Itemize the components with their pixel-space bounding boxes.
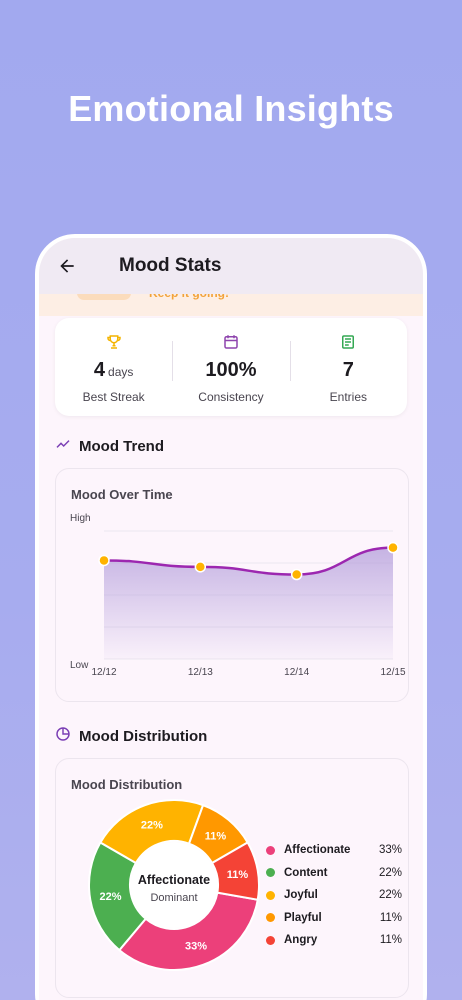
pie-chart-icon bbox=[55, 726, 71, 747]
mood-distribution-chart: 33% 22% 22% 11% 11% Affectionate Dominant bbox=[88, 799, 260, 971]
page-title: Mood Stats bbox=[119, 255, 222, 276]
stat-best-streak: 4 days Best Streak bbox=[55, 331, 172, 404]
legend-name: Angry bbox=[284, 934, 318, 947]
pie-slice-label: 22% bbox=[99, 891, 121, 903]
mood-trend-card: Mood Over Time 12/12 12/13 12/14 12/15 High L… bbox=[55, 468, 409, 702]
trophy-icon bbox=[55, 331, 172, 353]
legend-name: Content bbox=[284, 866, 328, 879]
trend-area bbox=[104, 547, 393, 659]
legend-pct: 22% bbox=[378, 889, 402, 902]
trend-section-header: Mood Trend bbox=[55, 436, 164, 457]
legend-pct: 22% bbox=[378, 866, 402, 879]
stat-label: Entries bbox=[329, 389, 367, 404]
x-tick-label: 12/15 bbox=[380, 667, 405, 678]
legend-pct: 33% bbox=[378, 844, 402, 857]
stat-entries: 7 Entries bbox=[289, 331, 407, 404]
stat-consistency: 100% Consistency bbox=[172, 331, 289, 404]
section-title: Mood Distribution bbox=[79, 728, 208, 745]
pie-slice-label: 11% bbox=[205, 831, 227, 843]
section-title: Mood Trend bbox=[79, 438, 164, 455]
mood-trend-chart: 12/12 12/13 12/14 12/15 High Low bbox=[70, 513, 406, 678]
legend-item: Content 22% bbox=[266, 862, 402, 885]
stat-value: 4 bbox=[93, 358, 106, 381]
legend-item: Affectionate 33% bbox=[266, 839, 402, 862]
pie-slice-label: 33% bbox=[185, 941, 207, 953]
legend-dot bbox=[266, 890, 275, 900]
legend-item: Playful 11% bbox=[266, 907, 402, 930]
trend-point bbox=[290, 568, 303, 581]
stat-label: Consistency bbox=[198, 389, 264, 404]
stat-value: 100% bbox=[205, 358, 257, 381]
y-tick-label-high: High bbox=[70, 513, 91, 524]
trend-point bbox=[387, 541, 399, 554]
stat-unit: days bbox=[108, 364, 134, 379]
calendar-icon bbox=[172, 331, 289, 353]
x-tick-label: 12/12 bbox=[91, 667, 116, 678]
trend-point bbox=[98, 554, 110, 567]
legend-name: Playful bbox=[284, 911, 322, 924]
legend-pct: 11% bbox=[379, 934, 402, 947]
pie-slice-label: 22% bbox=[141, 819, 163, 831]
pie-slice-label: 11% bbox=[227, 869, 249, 881]
x-tick-label: 12/14 bbox=[284, 667, 309, 678]
mood-distribution-card: Mood Distribution 33% 22% 22% 11% 11% Affecti… bbox=[55, 758, 409, 998]
donut-hole bbox=[131, 842, 217, 928]
y-tick-label-low: Low bbox=[70, 660, 89, 671]
stat-label: Best Streak bbox=[82, 389, 145, 404]
legend-name: Affectionate bbox=[284, 844, 351, 857]
app-bar: Mood Stats bbox=[39, 238, 423, 294]
back-arrow-icon[interactable] bbox=[53, 252, 81, 280]
donut-center-label: Affectionate bbox=[138, 873, 210, 887]
trending-up-icon bbox=[55, 436, 71, 457]
legend-name: Joyful bbox=[284, 889, 318, 902]
trend-line bbox=[103, 546, 394, 576]
trend-point bbox=[194, 561, 207, 573]
distribution-section-header: Mood Distribution bbox=[55, 726, 207, 747]
donut-center-sublabel: Dominant bbox=[150, 892, 197, 904]
legend-dot bbox=[266, 845, 275, 855]
legend-dot bbox=[266, 935, 275, 945]
legend-dot bbox=[266, 913, 275, 923]
legend-item: Joyful 22% bbox=[266, 884, 402, 907]
stats-card: 4 days Best Streak 100% Consistency 7 Ent… bbox=[55, 318, 407, 416]
pie-slice-angry bbox=[210, 841, 260, 901]
mood-legend: Affectionate 33% Content 22% Joyful 22% Pla… bbox=[266, 839, 402, 952]
legend-pct: 11% bbox=[379, 911, 402, 924]
stat-value: 7 bbox=[342, 358, 354, 381]
legend-item: Angry 11% bbox=[266, 929, 402, 952]
pie-slice-affectionate bbox=[117, 891, 259, 971]
list-icon bbox=[290, 331, 407, 353]
card-title: Mood Over Time bbox=[71, 487, 173, 502]
hero-title: Emotional Insights bbox=[68, 88, 394, 129]
legend-dot bbox=[266, 868, 275, 878]
card-title: Mood Distribution bbox=[71, 777, 183, 792]
x-tick-label: 12/13 bbox=[188, 667, 213, 678]
